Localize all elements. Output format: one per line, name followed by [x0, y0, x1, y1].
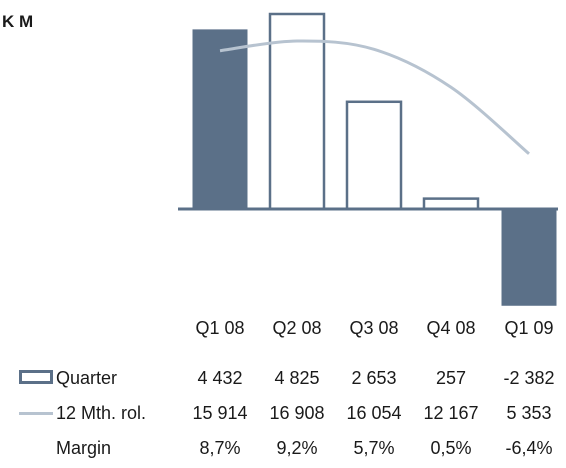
- rolling-row-label: 12 Mth. rol.: [56, 403, 147, 423]
- bar-q4-08: [422, 197, 480, 211]
- margin-value-q1-08: 8,7%: [199, 438, 241, 458]
- bar-q1-08: [192, 29, 248, 210]
- margin-row-label: Margin: [56, 438, 112, 458]
- rolling-value-q3-08: 16 054: [346, 403, 402, 423]
- rolling-row: 12 Mth. rol. 15 914 16 908 16 054 12 167 5 3…: [0, 403, 566, 433]
- rolling-trend-line: [219, 39, 530, 155]
- quarter-value-q3-08: 2 653: [351, 368, 397, 388]
- quarterly-bar-chart: [178, 12, 558, 306]
- bar-q2-08: [268, 12, 326, 211]
- unit-label: K M: [2, 12, 34, 31]
- rolling-value-q2-08: 16 908: [269, 403, 325, 423]
- quarter-value-q4-08: 257: [435, 368, 467, 388]
- margin-value-q2-08: 9,2%: [276, 438, 318, 458]
- rolling-value-q4-08: 12 167: [423, 403, 479, 423]
- rolling-legend-swatch: [19, 412, 53, 415]
- category-label-q4-08: Q4 08: [426, 318, 476, 338]
- category-label-q3-08: Q3 08: [349, 318, 399, 338]
- margin-value-q1-09: -6,4%: [505, 438, 553, 458]
- category-label-q1-09: Q1 09: [504, 318, 554, 338]
- margin-value-q3-08: 5,7%: [353, 438, 395, 458]
- bar-q1-09: [501, 208, 557, 306]
- margin-value-q4-08: 0,5%: [430, 438, 472, 458]
- category-label-q1-08: Q1 08: [195, 318, 245, 338]
- rolling-value-q1-08: 15 914: [192, 403, 248, 423]
- quarter-legend-swatch: [19, 370, 53, 384]
- category-row: Q1 08 Q2 08 Q3 08 Q4 08 Q1 09: [0, 318, 566, 348]
- rolling-value-q1-09: 5 353: [506, 403, 552, 423]
- quarter-value-q2-08: 4 825: [274, 368, 320, 388]
- quarter-value-q1-09: -2 382: [503, 368, 555, 388]
- quarter-row: Quarter 4 432 4 825 2 653 257 -2 382: [0, 368, 566, 398]
- category-label-q2-08: Q2 08: [272, 318, 322, 338]
- quarter-row-label: Quarter: [56, 368, 118, 388]
- bar-q3-08: [345, 100, 403, 211]
- quarter-value-q1-08: 4 432: [197, 368, 243, 388]
- margin-row: Margin 8,7% 9,2% 5,7% 0,5% -6,4%: [0, 438, 566, 468]
